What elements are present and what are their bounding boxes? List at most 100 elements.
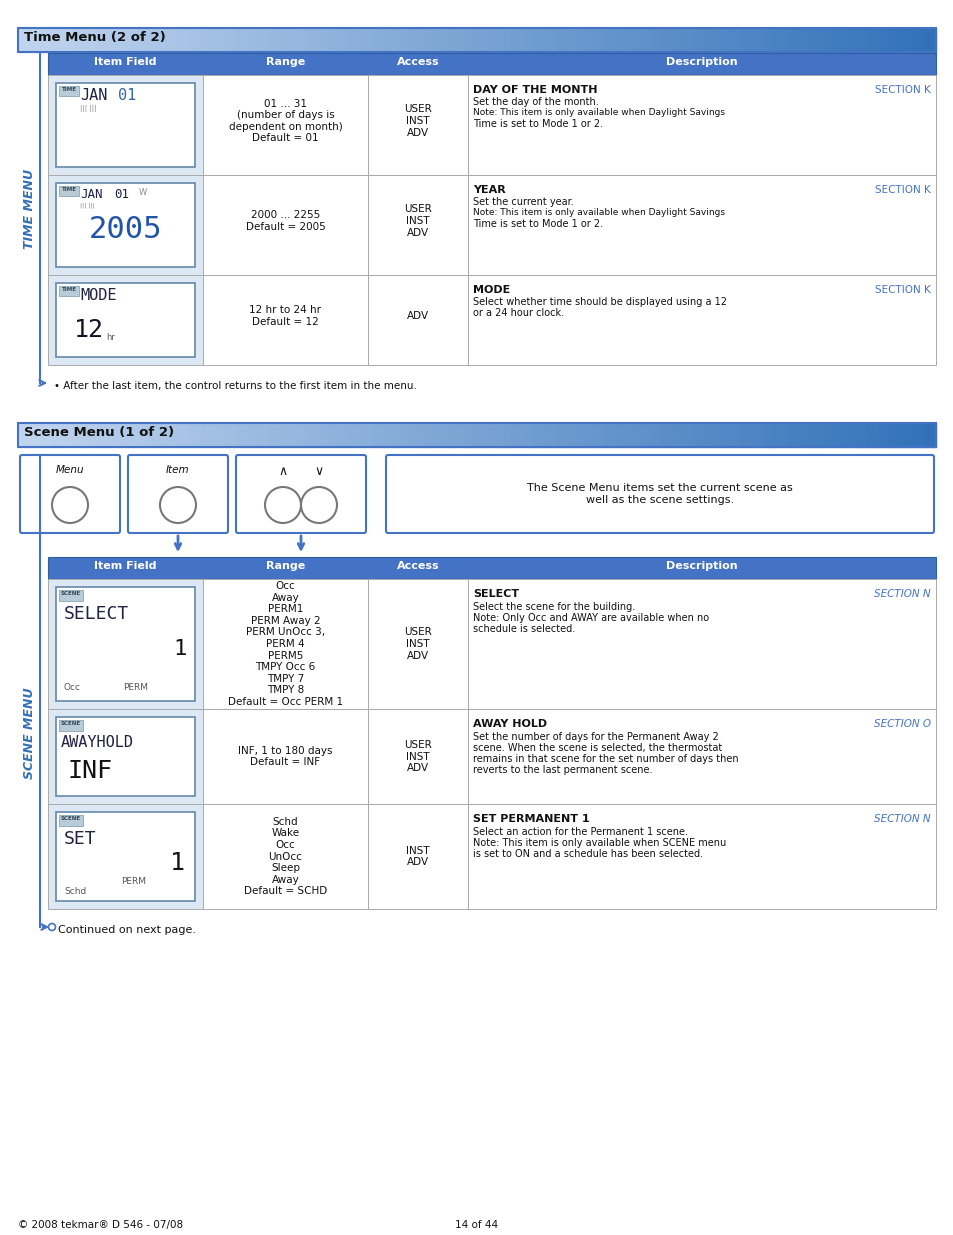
- Bar: [351, 28, 362, 52]
- Bar: [534, 28, 545, 52]
- Text: USER
INST
ADV: USER INST ADV: [404, 740, 432, 773]
- Bar: [362, 424, 374, 447]
- Bar: [144, 28, 155, 52]
- Bar: [912, 28, 923, 52]
- Bar: [52, 28, 64, 52]
- Text: ∧: ∧: [278, 466, 287, 478]
- Bar: [178, 28, 190, 52]
- FancyBboxPatch shape: [386, 454, 933, 534]
- Bar: [511, 28, 522, 52]
- Bar: [368, 75, 468, 175]
- Text: INST
ADV: INST ADV: [406, 846, 430, 867]
- Text: W: W: [139, 188, 147, 198]
- Text: SET PERMANENT 1: SET PERMANENT 1: [473, 814, 589, 824]
- Bar: [247, 28, 258, 52]
- Bar: [368, 804, 468, 909]
- Text: SCENE: SCENE: [61, 592, 81, 597]
- Bar: [878, 28, 889, 52]
- Text: SECTION N: SECTION N: [874, 589, 930, 599]
- Bar: [87, 28, 98, 52]
- Bar: [362, 28, 374, 52]
- Text: USER
INST
ADV: USER INST ADV: [404, 105, 432, 137]
- Bar: [201, 424, 213, 447]
- Bar: [167, 28, 178, 52]
- Text: TIME: TIME: [61, 186, 76, 191]
- Text: Continued on next page.: Continued on next page.: [58, 925, 195, 935]
- Text: USER
INST
ADV: USER INST ADV: [404, 627, 432, 661]
- Bar: [247, 424, 258, 447]
- Bar: [683, 28, 695, 52]
- Bar: [396, 424, 408, 447]
- Bar: [18, 28, 935, 52]
- Bar: [488, 28, 499, 52]
- Text: Time is set to Mode 1 or 2.: Time is set to Mode 1 or 2.: [473, 219, 602, 228]
- Bar: [465, 424, 476, 447]
- Bar: [75, 28, 87, 52]
- Text: remains in that scene for the set number of days then: remains in that scene for the set number…: [473, 755, 738, 764]
- Bar: [752, 28, 763, 52]
- Bar: [579, 28, 591, 52]
- Bar: [235, 424, 247, 447]
- Text: JAN: JAN: [80, 88, 108, 103]
- Bar: [59, 590, 83, 601]
- Bar: [545, 28, 557, 52]
- Text: Description: Description: [665, 57, 737, 67]
- Bar: [468, 709, 935, 804]
- Bar: [98, 424, 110, 447]
- Bar: [419, 424, 431, 447]
- Text: ∨: ∨: [314, 466, 323, 478]
- Bar: [132, 424, 144, 447]
- Bar: [374, 424, 385, 447]
- Bar: [442, 28, 454, 52]
- Bar: [809, 28, 821, 52]
- FancyBboxPatch shape: [20, 454, 120, 534]
- Bar: [294, 28, 305, 52]
- Bar: [855, 424, 866, 447]
- Bar: [18, 424, 30, 447]
- Bar: [488, 424, 499, 447]
- Bar: [203, 804, 368, 909]
- Bar: [718, 424, 729, 447]
- Bar: [213, 424, 224, 447]
- Bar: [431, 28, 442, 52]
- Bar: [625, 424, 637, 447]
- Text: AWAY HOLD: AWAY HOLD: [473, 719, 547, 729]
- Bar: [59, 815, 83, 826]
- Bar: [832, 424, 843, 447]
- Bar: [431, 424, 442, 447]
- Bar: [579, 424, 591, 447]
- Bar: [316, 424, 328, 447]
- Bar: [545, 424, 557, 447]
- Bar: [201, 28, 213, 52]
- Bar: [659, 424, 671, 447]
- Bar: [396, 28, 408, 52]
- Bar: [48, 75, 203, 175]
- Bar: [591, 424, 602, 447]
- Bar: [798, 424, 809, 447]
- Bar: [568, 28, 579, 52]
- Text: 01 ... 31
(number of days is
dependent on month)
Default = 01: 01 ... 31 (number of days is dependent o…: [229, 99, 342, 143]
- Bar: [476, 28, 488, 52]
- Text: is set to ON and a schedule has been selected.: is set to ON and a schedule has been sel…: [473, 848, 702, 860]
- Text: Item: Item: [166, 466, 190, 475]
- Bar: [419, 28, 431, 52]
- Bar: [59, 186, 79, 196]
- Text: SECTION O: SECTION O: [873, 719, 930, 729]
- Bar: [648, 424, 659, 447]
- Text: Set the current year.: Set the current year.: [473, 198, 573, 207]
- Bar: [855, 28, 866, 52]
- Bar: [809, 424, 821, 447]
- Bar: [499, 28, 511, 52]
- Text: Access: Access: [396, 57, 438, 67]
- Bar: [625, 28, 637, 52]
- Bar: [476, 424, 488, 447]
- Bar: [110, 424, 121, 447]
- Bar: [408, 28, 419, 52]
- Bar: [648, 28, 659, 52]
- Text: TIME: TIME: [61, 287, 76, 291]
- Bar: [465, 28, 476, 52]
- Bar: [683, 424, 695, 447]
- Bar: [729, 28, 740, 52]
- Bar: [368, 275, 468, 366]
- Bar: [843, 424, 855, 447]
